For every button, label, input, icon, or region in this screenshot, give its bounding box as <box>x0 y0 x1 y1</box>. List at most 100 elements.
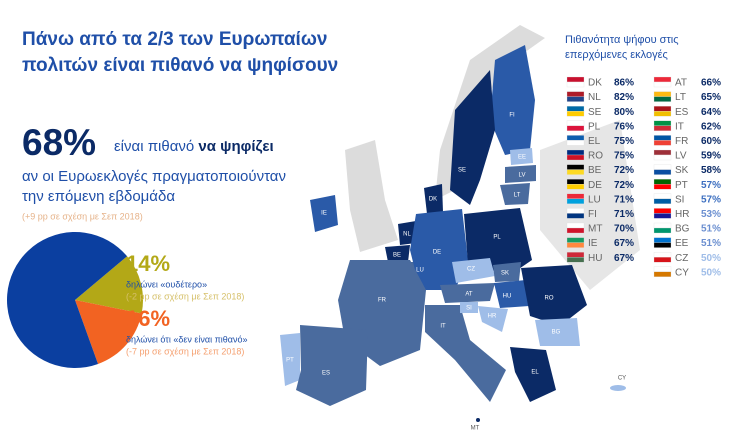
country-value: 57% <box>701 194 721 205</box>
country-value: 53% <box>701 209 721 220</box>
country-code: BG <box>675 224 690 235</box>
map-label: HR <box>488 314 497 320</box>
country-code: LU <box>588 194 601 205</box>
flag <box>566 111 585 117</box>
country-value: 82% <box>614 92 634 103</box>
flag <box>566 76 585 83</box>
map-label: RO <box>545 296 554 302</box>
flag <box>566 125 585 131</box>
map-label: BG <box>552 330 561 336</box>
country-code: IE <box>588 238 598 249</box>
country-value: 59% <box>701 151 721 162</box>
country-value: 75% <box>614 151 634 162</box>
country-value: 64% <box>701 107 721 118</box>
map-shape <box>450 70 495 205</box>
map-shape <box>345 140 398 252</box>
country-value: 58% <box>701 165 721 176</box>
flag <box>566 222 585 229</box>
flag <box>566 164 585 170</box>
map-label: BE <box>393 253 401 259</box>
flag <box>653 76 672 83</box>
pie-slice <box>7 232 128 369</box>
country-value: 57% <box>701 180 721 191</box>
flag <box>566 184 585 190</box>
map-label: PL <box>493 235 501 241</box>
map-label: EL <box>531 370 539 376</box>
map-label: DE <box>433 250 441 256</box>
map-label: ES <box>322 371 330 377</box>
stat-change: (-7 pp σε σχέση με Σεπ 2018) <box>126 346 244 356</box>
map-label: MT <box>471 426 480 430</box>
flag <box>653 257 672 263</box>
map-label: AT <box>465 292 473 298</box>
flag <box>566 257 585 263</box>
country-code: RO <box>588 151 603 162</box>
stat-value: 16% <box>126 306 170 331</box>
map-shape <box>385 245 410 262</box>
country-value: 50% <box>701 253 721 264</box>
ranking-title: Πιθανότητα ψήφου στις <box>565 34 679 46</box>
flag <box>566 208 585 214</box>
map-shape <box>296 325 368 406</box>
country-value: 65% <box>701 92 721 103</box>
country-code: LV <box>675 151 687 162</box>
stat-value: 14% <box>126 251 170 276</box>
flag <box>566 198 585 204</box>
map-shape <box>500 183 530 205</box>
country-value: 71% <box>614 194 634 205</box>
map-label: EE <box>518 155 526 161</box>
flag <box>653 154 672 161</box>
map-label: FI <box>509 113 515 119</box>
flag <box>653 81 672 88</box>
flag <box>566 169 585 175</box>
flag <box>653 271 672 277</box>
map-label: NL <box>403 232 411 238</box>
map-shape <box>490 45 535 155</box>
map-shape <box>460 302 478 313</box>
flag <box>653 125 672 131</box>
title: πολιτών είναι πιθανό να ψηφίσουν <box>22 55 338 76</box>
flag <box>566 154 585 161</box>
map-label: FR <box>378 298 387 304</box>
flag <box>566 213 585 219</box>
country-value: 72% <box>614 180 634 191</box>
map-label: LU <box>416 268 424 274</box>
country-value: 60% <box>701 136 721 147</box>
map-shape <box>280 333 300 386</box>
map-label: SK <box>501 271 509 277</box>
country-value: 70% <box>614 224 634 235</box>
flag <box>566 91 585 97</box>
map-shape <box>310 195 338 232</box>
stat-text: την επόμενη εβδομάδα <box>22 188 175 205</box>
stat-text: δηλώνει «ουδέτερο» <box>126 279 207 289</box>
map-shape <box>535 318 580 346</box>
flag <box>566 237 585 243</box>
flag <box>566 106 585 112</box>
map-shape <box>505 165 536 183</box>
map-label: PT <box>286 358 294 364</box>
flag <box>653 252 672 258</box>
flag <box>566 149 585 156</box>
country-code: BE <box>588 165 602 176</box>
map-shape <box>493 262 521 282</box>
flag <box>653 169 672 175</box>
flag <box>653 184 672 190</box>
map-shape <box>476 418 480 422</box>
flag <box>653 140 672 146</box>
map: FI SE EE LV LT IE DK NL BE LU DE PL CZ S… <box>280 25 640 432</box>
country-value: 51% <box>701 238 721 249</box>
flag <box>653 120 672 126</box>
pie-slice <box>75 256 143 314</box>
country-code: SI <box>675 194 684 205</box>
stat-text: είναι πιθανό να ψηφίζει <box>114 138 274 155</box>
stat-value: 68% <box>22 122 96 163</box>
flag <box>566 140 585 146</box>
map-label: IT <box>440 324 446 330</box>
flag <box>653 149 672 156</box>
country-code: PL <box>588 121 601 132</box>
map-label: CZ <box>467 267 475 273</box>
country-code: ES <box>675 107 689 118</box>
flag <box>566 96 585 102</box>
